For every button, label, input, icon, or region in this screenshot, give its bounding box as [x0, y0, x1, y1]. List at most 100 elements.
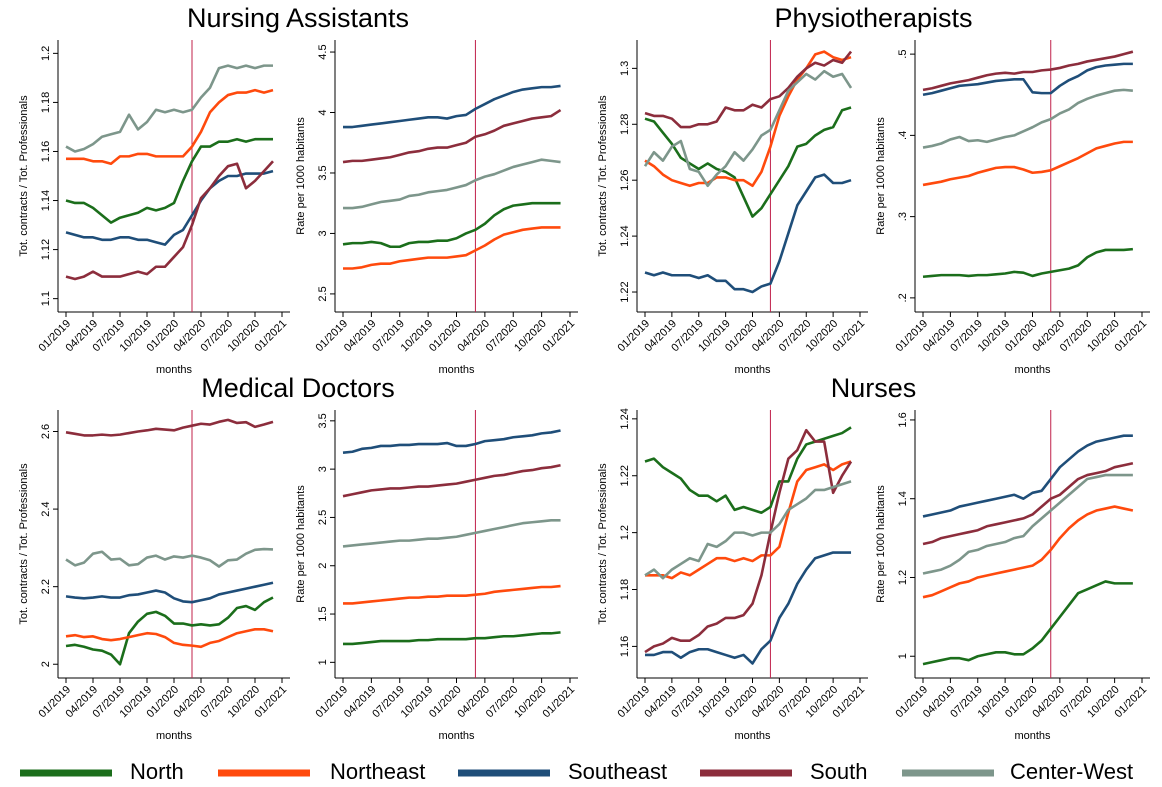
y-tick-label: 1.22: [619, 281, 631, 302]
series-line: [65, 581, 274, 604]
y-tick-label: 1.26: [619, 169, 631, 190]
x-axis-label: months: [1014, 364, 1051, 376]
series-line: [645, 551, 852, 665]
y-tick-label: 1: [317, 659, 329, 665]
y-tick-label: 4.5: [317, 44, 329, 59]
y-tick-label: 2.5: [317, 286, 329, 301]
y-tick-label: 1.3: [619, 61, 631, 76]
series-line: [644, 50, 852, 188]
y-tick-label: 2: [40, 661, 52, 667]
y-axis-label: Tot. contracts / Tot. Professionals: [597, 95, 609, 257]
y-tick-label: 3: [317, 230, 329, 236]
y-tick-label: .3: [897, 212, 909, 221]
series-line: [922, 247, 1133, 279]
series-line: [644, 426, 852, 515]
series-line: [922, 580, 1133, 666]
series-line: [65, 547, 274, 568]
y-tick-label: 2.4: [40, 501, 52, 516]
y-tick-label: 3.5: [317, 413, 329, 428]
legend-label: Northeast: [330, 759, 425, 784]
series-line: [644, 480, 852, 580]
y-axis-label: Rate per 1000 habitants: [295, 485, 307, 603]
series-line: [343, 631, 561, 646]
series-line: [922, 505, 1134, 599]
y-tick-label: 1.2: [897, 570, 909, 585]
series-line: [644, 106, 852, 218]
y-tick-label: 1: [897, 653, 909, 659]
series-line: [922, 434, 1133, 518]
legend-label: South: [810, 759, 868, 784]
series-line: [643, 69, 853, 188]
series-line: [66, 88, 274, 166]
series-line: [922, 50, 1134, 92]
y-axis-label: Rate per 1000 habitants: [295, 117, 307, 235]
y-tick-label: 1.28: [619, 114, 631, 135]
y-tick-label: 1.5: [317, 606, 329, 621]
series-line: [922, 62, 1133, 97]
series-line: [342, 108, 562, 164]
series-line: [65, 160, 274, 281]
series-line: [644, 428, 853, 654]
y-tick-label: .5: [897, 50, 909, 59]
series-line: [644, 50, 853, 129]
series-line: [922, 473, 1133, 575]
x-axis-label: months: [156, 364, 193, 376]
y-tick-label: 1.2: [619, 525, 631, 540]
y-tick-label: 1.18: [619, 579, 631, 600]
x-axis-label: months: [156, 730, 193, 742]
y-tick-label: 1.12: [40, 239, 52, 260]
legend-label: Southeast: [568, 759, 667, 784]
series-line: [342, 429, 561, 455]
y-tick-label: 2.6: [40, 424, 52, 439]
series-line: [343, 226, 561, 270]
y-tick-label: 3.5: [317, 165, 329, 180]
y-axis-label: Tot. contracts / Tot. Professionals: [18, 95, 30, 257]
y-tick-label: 4: [317, 109, 329, 115]
x-axis-label: months: [1014, 730, 1051, 742]
y-tick-label: 3: [317, 466, 329, 472]
series-line: [65, 169, 274, 246]
y-tick-label: .2: [897, 293, 909, 302]
y-tick-label: 2: [317, 563, 329, 569]
chart-title: Medical Doctors: [201, 373, 395, 403]
y-tick-label: 2.5: [317, 510, 329, 525]
y-axis-label: Rate per 1000 habitants: [875, 117, 887, 235]
series-line: [343, 84, 561, 129]
x-axis-label: months: [438, 730, 475, 742]
series-line: [65, 137, 273, 224]
y-axis-label: Rate per 1000 habitants: [875, 485, 887, 603]
series-line: [644, 173, 852, 294]
y-tick-label: 1.24: [619, 408, 631, 429]
x-axis-label: months: [438, 364, 475, 376]
series-line: [342, 201, 561, 249]
series-line: [65, 628, 274, 649]
series-line: [65, 596, 274, 666]
x-axis-label: months: [734, 364, 771, 376]
chart-title: Nurses: [831, 373, 917, 403]
series-line: [922, 140, 1133, 187]
series-line: [922, 88, 1133, 149]
y-tick-label: 1.14: [40, 190, 52, 211]
series-line: [343, 158, 561, 210]
chart-title: Nursing Assistants: [187, 3, 409, 33]
y-tick-label: 1.16: [40, 141, 52, 162]
y-tick-label: 1.16: [619, 636, 631, 657]
legend-label: Center-West: [1010, 759, 1133, 784]
legend-label: North: [130, 759, 184, 784]
y-axis-label: Tot. contracts / Tot. Professionals: [18, 463, 30, 625]
y-axis-label: Tot. contracts / Tot. Professionals: [597, 463, 609, 625]
y-tick-label: 1.24: [619, 225, 631, 246]
series-line: [65, 418, 274, 437]
y-tick-label: 1.18: [40, 92, 52, 113]
series-line: [922, 461, 1134, 546]
y-tick-label: 1.1: [40, 291, 52, 306]
x-tick-label: 01/2021: [541, 684, 578, 721]
x-tick-label: 01/2021: [541, 318, 578, 355]
y-tick-label: .4: [897, 131, 909, 140]
x-axis-label: months: [734, 730, 771, 742]
series-line: [342, 519, 561, 548]
y-tick-label: 1.4: [897, 491, 909, 506]
y-tick-label: 1.6: [897, 412, 909, 427]
series-line: [342, 463, 561, 498]
